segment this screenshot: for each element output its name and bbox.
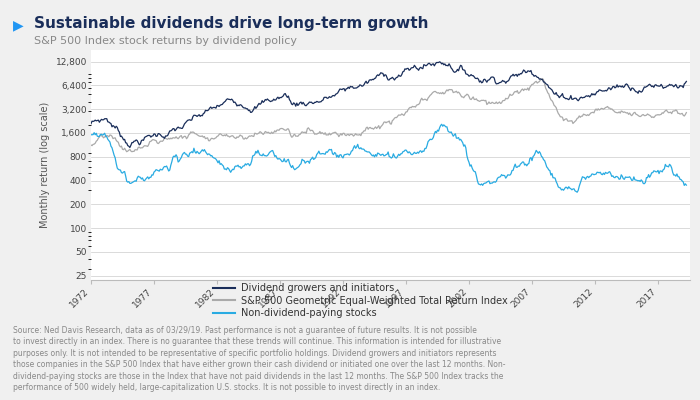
Legend: Dividend growers and initiators, S&P 500 Geometric Equal-Weighted Total Return I: Dividend growers and initiators, S&P 500…	[209, 279, 511, 322]
Text: ▶: ▶	[13, 18, 23, 32]
Text: S&P 500 Index stock returns by dividend policy: S&P 500 Index stock returns by dividend …	[34, 36, 297, 46]
Text: Sustainable dividends drive long-term growth: Sustainable dividends drive long-term gr…	[34, 16, 428, 31]
Text: Source: Ned Davis Research, data as of 03/29/19. Past performance is not a guara: Source: Ned Davis Research, data as of 0…	[13, 326, 505, 392]
Y-axis label: Monthly return (log scale): Monthly return (log scale)	[40, 102, 50, 228]
